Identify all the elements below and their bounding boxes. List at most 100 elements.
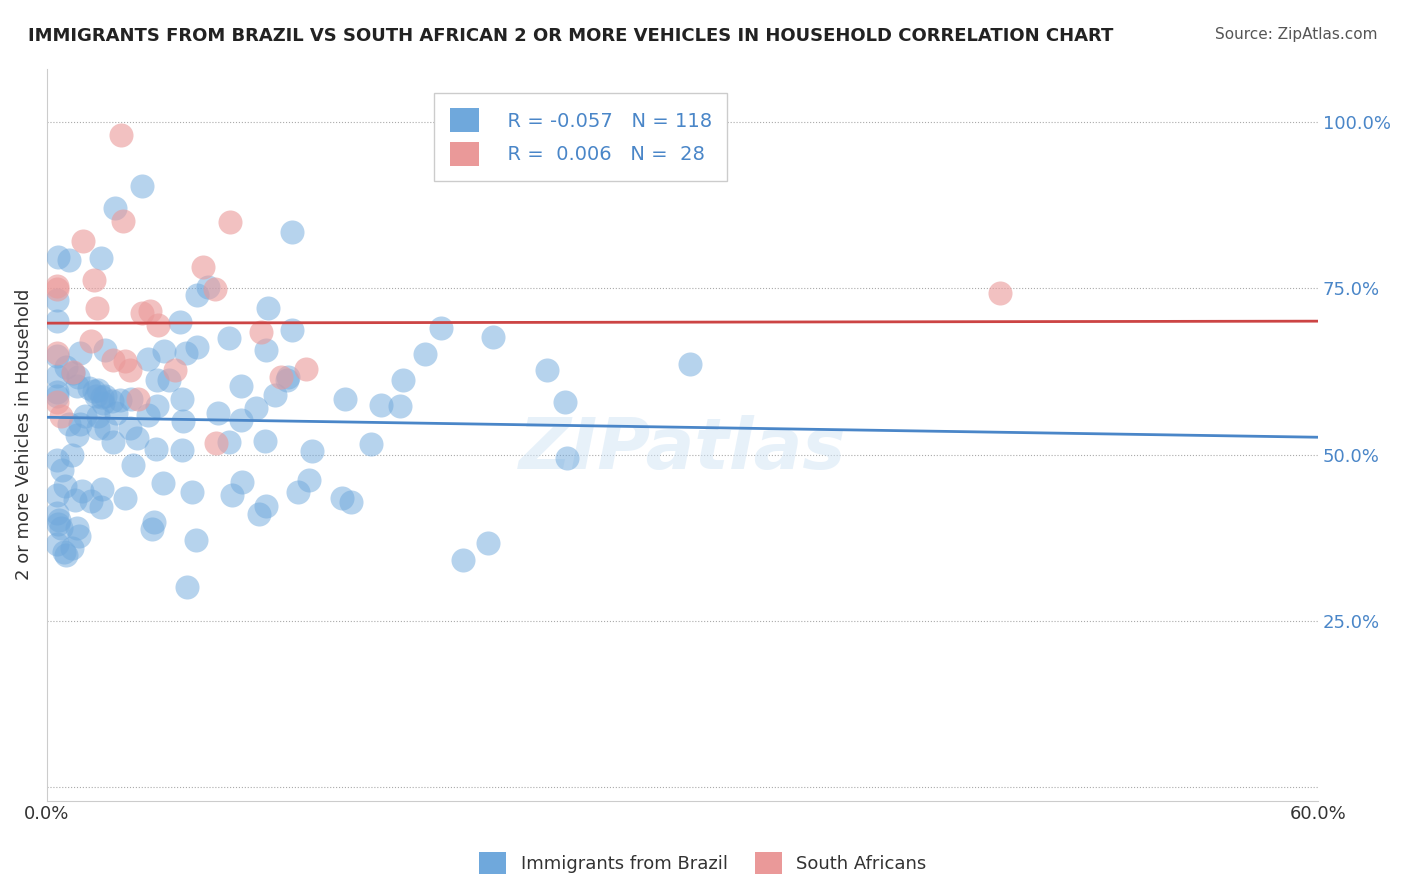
Immigrants from Brazil [413,346,436,360]
Immigrants from Brazil [136,352,159,367]
South Africans [988,286,1011,301]
South Africans [165,363,187,377]
South Africans [204,282,226,296]
Immigrants from Brazil [86,384,108,398]
Immigrants from Brazil [46,349,69,363]
Immigrants from Brazil [152,476,174,491]
Immigrants from Brazil [69,346,91,360]
Legend: Immigrants from Brazil, South Africans: Immigrants from Brazil, South Africans [470,843,936,883]
Immigrants from Brazil [46,487,69,501]
Immigrants from Brazil [120,392,142,406]
South Africans [146,318,169,332]
Immigrants from Brazil [58,252,80,267]
Immigrants from Brazil [46,384,69,399]
Immigrants from Brazil [55,549,77,563]
South Africans [83,273,105,287]
Immigrants from Brazil [145,373,167,387]
Text: Source: ZipAtlas.com: Source: ZipAtlas.com [1215,27,1378,42]
Immigrants from Brazil [370,398,392,412]
Immigrants from Brazil [55,360,77,375]
South Africans [46,282,69,296]
Immigrants from Brazil [66,521,89,535]
Immigrants from Brazil [482,330,505,344]
Immigrants from Brazil [46,293,69,307]
Immigrants from Brazil [245,401,267,415]
Immigrants from Brazil [69,417,91,432]
South Africans [114,353,136,368]
Immigrants from Brazil [46,389,69,403]
South Africans [110,128,132,142]
Immigrants from Brazil [389,399,412,413]
Immigrants from Brazil [679,358,702,372]
South Africans [72,234,94,248]
Immigrants from Brazil [91,395,114,409]
Immigrants from Brazil [254,343,277,358]
Immigrants from Brazil [169,315,191,329]
Immigrants from Brazil [87,420,110,434]
Immigrants from Brazil [66,428,89,442]
Immigrants from Brazil [141,522,163,536]
South Africans [51,409,73,423]
Immigrants from Brazil [53,479,76,493]
Immigrants from Brazil [136,409,159,423]
South Africans [103,353,125,368]
Immigrants from Brazil [101,435,124,450]
Immigrants from Brazil [66,369,89,384]
Immigrants from Brazil [280,323,302,337]
Immigrants from Brazil [330,491,353,506]
Immigrants from Brazil [477,535,499,549]
Immigrants from Brazil [118,420,141,434]
Immigrants from Brazil [301,444,323,458]
Immigrants from Brazil [247,507,270,521]
Immigrants from Brazil [105,406,128,420]
Immigrants from Brazil [287,485,309,500]
Immigrants from Brazil [84,389,107,403]
Immigrants from Brazil [52,545,75,559]
Immigrants from Brazil [79,381,101,395]
Immigrants from Brazil [80,493,103,508]
Immigrants from Brazil [46,314,69,328]
Immigrants from Brazil [360,437,382,451]
Immigrants from Brazil [180,484,202,499]
Immigrants from Brazil [90,500,112,514]
South Africans [139,304,162,318]
Immigrants from Brazil [554,394,576,409]
Immigrants from Brazil [184,533,207,548]
Immigrants from Brazil [340,495,363,509]
Immigrants from Brazil [277,369,299,384]
South Africans [46,395,69,409]
Legend:   R = -0.057   N = 118,   R =  0.006   N =  28: R = -0.057 N = 118, R = 0.006 N = 28 [434,93,727,181]
South Africans [219,215,242,229]
Immigrants from Brazil [257,301,280,315]
South Africans [131,306,153,320]
Immigrants from Brazil [131,178,153,193]
Immigrants from Brazil [276,373,298,387]
Immigrants from Brazil [91,390,114,404]
Immigrants from Brazil [254,499,277,513]
Immigrants from Brazil [153,343,176,358]
Text: IMMIGRANTS FROM BRAZIL VS SOUTH AFRICAN 2 OR MORE VEHICLES IN HOUSEHOLD CORRELAT: IMMIGRANTS FROM BRAZIL VS SOUTH AFRICAN … [28,27,1114,45]
Immigrants from Brazil [48,517,70,532]
Immigrants from Brazil [46,250,69,264]
Immigrants from Brazil [49,521,72,535]
Immigrants from Brazil [172,414,194,428]
Immigrants from Brazil [143,516,166,530]
South Africans [86,301,108,315]
Immigrants from Brazil [392,373,415,387]
Immigrants from Brazil [127,431,149,445]
Immigrants from Brazil [186,340,208,354]
Immigrants from Brazil [46,369,69,384]
Immigrants from Brazil [91,482,114,496]
South Africans [191,260,214,275]
Immigrants from Brazil [103,201,125,215]
Immigrants from Brazil [555,450,578,465]
Immigrants from Brazil [90,251,112,265]
South Africans [295,362,318,376]
Immigrants from Brazil [96,421,118,435]
Immigrants from Brazil [197,280,219,294]
Immigrants from Brazil [229,378,252,392]
Immigrants from Brazil [254,434,277,448]
South Africans [249,326,271,340]
Immigrants from Brazil [67,528,90,542]
Immigrants from Brazil [122,458,145,472]
